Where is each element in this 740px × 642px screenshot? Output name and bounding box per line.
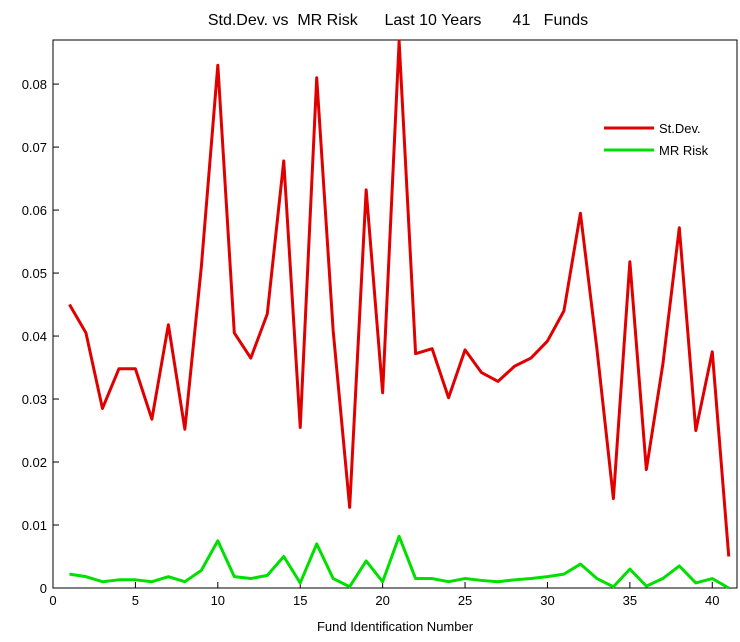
x-tick-label: 25 [458, 593, 472, 608]
y-tick-label: 0.01 [22, 518, 47, 533]
series-line-st-dev [68, 39, 731, 557]
x-tick-label: 35 [623, 593, 637, 608]
y-tick-label: 0.02 [22, 455, 47, 470]
y-tick-label: 0 [40, 581, 47, 596]
x-tick-label: 40 [705, 593, 719, 608]
chart-title: Std.Dev. vs MR Risk Last 10 Years 41 Fun… [208, 12, 588, 29]
x-tick-label: 30 [540, 593, 554, 608]
plot-frame [52, 39, 738, 589]
legend-label: St.Dev. [659, 121, 701, 136]
y-tick-label: 0.07 [22, 140, 47, 155]
y-tick-label: 0.04 [22, 329, 47, 344]
y-tick-label: 0.05 [22, 266, 47, 281]
x-tick-label: 0 [49, 593, 56, 608]
y-tick-label: 0.08 [22, 77, 47, 92]
x-axis-label: Fund Identification Number [317, 619, 474, 634]
x-tick-label: 5 [132, 593, 139, 608]
y-tick-label: 0.03 [22, 392, 47, 407]
x-tick-label: 10 [211, 593, 225, 608]
legend-label: MR Risk [659, 143, 709, 158]
x-tick-label: 15 [293, 593, 307, 608]
y-tick-label: 0.06 [22, 203, 47, 218]
plot-area: 0 5 10 15 20 25 30 35 40 0 0.01 0.02 0.03 0.04 0.05 0.0… [22, 39, 738, 608]
series-line-mr-risk [69, 534, 730, 590]
legend: St.Dev. MR Risk [604, 121, 709, 158]
x-tick-label: 20 [375, 593, 389, 608]
